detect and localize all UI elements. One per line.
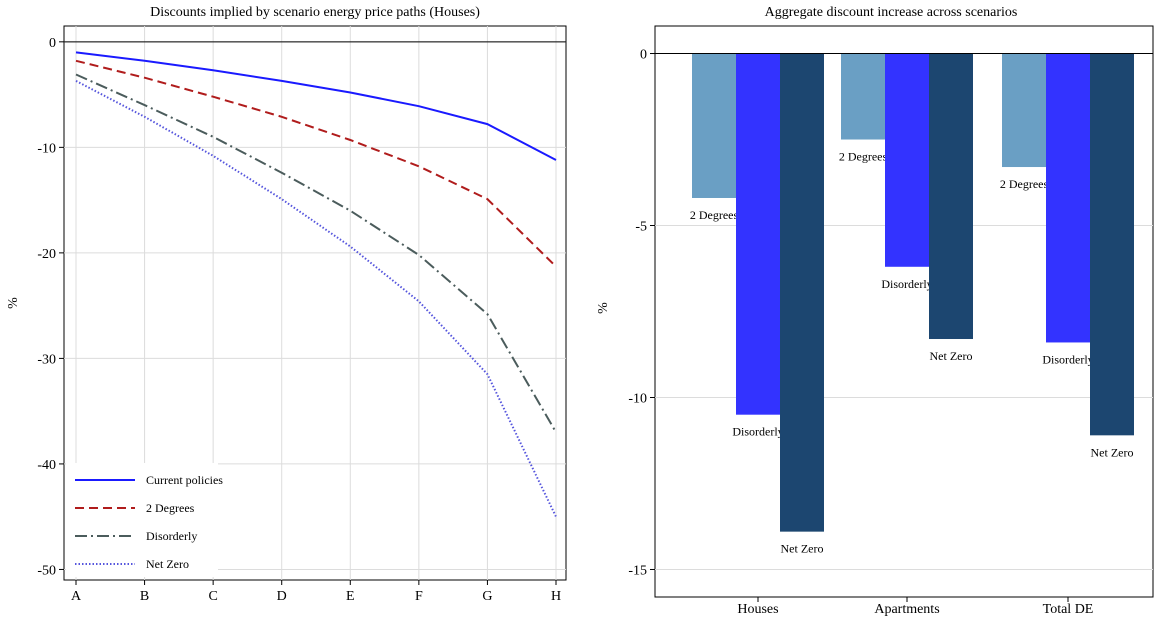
bar-data-label: 2 Degrees [690,208,739,222]
line-chart-houses: Discounts implied by scenario energy pri… [6,5,567,604]
line-series-disorderly [75,73,557,433]
bar-data-label: 2 Degrees [839,150,888,164]
bar-total-de-disorderly [1046,53,1090,343]
line-series-current-policies [75,51,557,161]
line-chart-plot-frame [63,25,567,581]
legend-label-net-zero: Net Zero [146,557,189,571]
line-chart-y-tick-label: -50 [37,563,56,578]
bar-chart-y-axis-title: % [596,302,611,314]
bar-chart-x-tick-label: Houses [737,602,778,617]
bar-data-label: Net Zero [781,542,824,556]
bar-houses-disorderly [736,53,780,415]
line-chart-x-tick-label: B [140,589,149,604]
line-chart-y-tick-label: -30 [37,352,56,367]
bar-data-label: Disorderly [881,277,932,291]
line-chart-y-tick-label: -40 [37,458,56,473]
line-chart-x-tick-label: E [346,589,355,604]
line-chart-x-tick-label: G [482,589,492,604]
line-chart-y-axis: 0 -10 -20 -30 -40 -50 [37,36,64,578]
bar-chart-x-tick-label: Total DE [1043,602,1094,617]
bar-data-label: Disorderly [1042,352,1093,366]
line-chart-legend: Current policies 2 Degrees Disorderly Net Z… [66,463,223,577]
line-series-2-degrees [75,59,557,268]
bar-apartments-net-zero [929,53,973,340]
line-chart-x-tick-label: D [277,589,287,604]
bar-chart-x-tick-label: Apartments [874,602,939,617]
bar-chart-plot-frame [654,25,1154,598]
bar-houses-2-degrees [692,53,736,198]
line-chart-y-axis-title: % [6,297,21,309]
bar-chart-y-tick-label: 0 [640,48,647,63]
bar-data-label: Net Zero [930,349,973,363]
bar-apartments-disorderly [885,53,929,267]
bar-chart-x-axis: Houses Apartments Total DE [737,597,1093,617]
bar-chart-aggregate: Aggregate discount increase across scena… [596,5,1154,617]
line-chart-x-tick-label: C [208,589,217,604]
bar-chart-y-tick-label: -5 [635,220,647,235]
bar-chart-bars: 2 Degrees Disorderly Net Zero 2 Degrees Diso… [690,53,1134,556]
legend-label-disorderly: Disorderly [146,529,197,543]
line-chart-y-tick-label: 0 [49,36,56,51]
bar-houses-net-zero [780,53,824,532]
line-chart-x-tick-label: H [551,589,561,604]
bar-chart-y-tick-label: -15 [628,563,647,578]
bar-total-de-net-zero [1090,53,1134,436]
legend-label-current-policies: Current policies [146,473,223,487]
line-chart-x-tick-label: A [71,589,82,604]
line-chart-y-tick-label: -20 [37,247,56,262]
bar-apartments-2-degrees [841,53,885,140]
line-chart-series [75,51,557,518]
line-chart-x-tick-label: F [415,589,423,604]
line-series-net-zero [75,80,557,518]
line-chart-title: Discounts implied by scenario energy pri… [150,5,480,20]
line-chart-x-axis: A B C D E F G H [71,580,561,604]
bar-data-label: 2 Degrees [1000,177,1049,191]
legend-label-2-degrees: 2 Degrees [146,501,195,515]
bar-data-label: Net Zero [1091,445,1134,459]
bar-chart-title: Aggregate discount increase across scena… [765,5,1018,20]
bar-total-de-2-degrees [1002,53,1046,168]
line-chart-y-tick-label: -10 [37,141,56,156]
bar-chart-y-axis: 0 -5 -10 -15 [628,48,655,578]
bar-chart-y-tick-label: -10 [628,391,647,406]
bar-data-label: Disorderly [732,425,783,439]
